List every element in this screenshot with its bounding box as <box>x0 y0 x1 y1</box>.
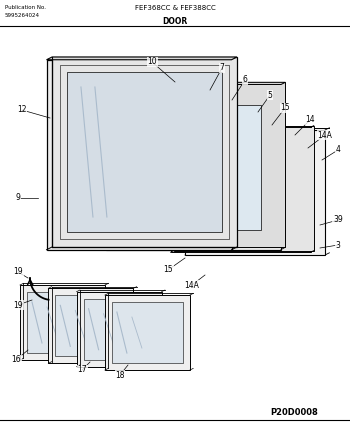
Text: 19: 19 <box>13 267 23 276</box>
Text: 17: 17 <box>77 365 87 375</box>
Text: 12: 12 <box>17 105 27 115</box>
Text: 9: 9 <box>15 194 20 203</box>
Text: 14A: 14A <box>317 131 332 139</box>
Polygon shape <box>106 85 281 250</box>
Polygon shape <box>27 292 98 353</box>
Text: 14A: 14A <box>184 280 200 289</box>
Polygon shape <box>67 72 222 232</box>
Polygon shape <box>112 302 183 363</box>
Text: Publication No.: Publication No. <box>5 5 46 10</box>
Polygon shape <box>52 57 237 247</box>
Text: P20D0008: P20D0008 <box>270 408 318 417</box>
Polygon shape <box>55 296 126 356</box>
Polygon shape <box>48 288 133 363</box>
Text: 3: 3 <box>336 240 341 250</box>
Polygon shape <box>47 60 231 250</box>
Text: 6: 6 <box>243 76 247 85</box>
Text: 15: 15 <box>280 103 290 112</box>
Text: 16: 16 <box>11 355 21 365</box>
Polygon shape <box>84 299 155 360</box>
Polygon shape <box>47 57 237 60</box>
Text: 7: 7 <box>219 63 224 72</box>
Text: 10: 10 <box>147 57 157 66</box>
Text: 19: 19 <box>13 300 23 309</box>
Polygon shape <box>77 292 162 367</box>
Text: DOOR: DOOR <box>162 17 188 26</box>
Text: 15: 15 <box>163 266 173 274</box>
Text: 18: 18 <box>115 371 125 379</box>
Text: 5995264024: 5995264024 <box>5 13 40 18</box>
Polygon shape <box>20 285 105 360</box>
Polygon shape <box>110 82 285 247</box>
Polygon shape <box>185 130 325 255</box>
Text: 39: 39 <box>333 216 343 224</box>
Polygon shape <box>197 142 313 243</box>
Polygon shape <box>170 127 310 252</box>
Text: 5: 5 <box>267 91 272 99</box>
Text: FEF368CC & FEF388CC: FEF368CC & FEF388CC <box>135 5 215 11</box>
Polygon shape <box>106 82 285 85</box>
Polygon shape <box>126 105 261 230</box>
Polygon shape <box>105 295 190 370</box>
Polygon shape <box>174 125 314 250</box>
Text: 4: 4 <box>336 145 341 155</box>
Text: 14: 14 <box>305 115 315 125</box>
